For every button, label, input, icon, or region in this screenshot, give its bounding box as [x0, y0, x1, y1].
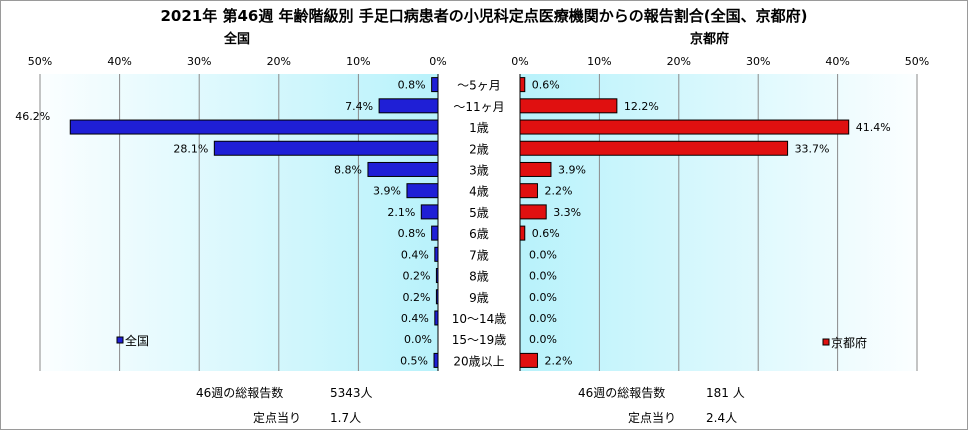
category-label: 10～14歳	[452, 312, 507, 326]
national-bar	[433, 352, 439, 368]
kyoto-bar	[519, 183, 538, 199]
national-data-label: 0.4%	[401, 248, 429, 261]
kyoto-bar	[519, 77, 526, 93]
kyoto-data-label: 41.4%	[856, 121, 891, 134]
kyoto-data-label: 3.9%	[558, 163, 586, 176]
category-label: 5歳	[469, 206, 489, 220]
category-label: 8歳	[469, 270, 489, 284]
national-data-label: 2.1%	[387, 206, 415, 219]
kyoto-data-label: 0.0%	[529, 270, 557, 283]
national-panel-title: 全国	[224, 32, 251, 47]
national-data-label: 0.8%	[398, 79, 426, 92]
kyoto-tick-label: 40%	[825, 55, 849, 68]
kyoto-legend-swatch	[822, 338, 830, 346]
national-data-label: 8.8%	[334, 163, 362, 176]
kyoto-bar	[519, 204, 547, 220]
kyoto-data-label: 0.6%	[532, 79, 560, 92]
kyoto-bar	[519, 352, 538, 368]
category-label: 20歳以上	[453, 354, 504, 368]
national-tick-label: 40%	[107, 55, 131, 68]
national-tick-label: 20%	[267, 55, 291, 68]
national-legend-swatch	[116, 336, 124, 344]
kyoto-data-label: 3.3%	[553, 206, 581, 219]
kyoto-data-label: 0.0%	[529, 248, 557, 261]
national-data-label: 3.9%	[373, 185, 401, 198]
national-bar	[367, 161, 439, 177]
kyoto-data-label: 0.6%	[532, 227, 560, 240]
kyoto-per-value: 2.4人	[706, 411, 738, 425]
national-bar	[420, 204, 439, 220]
kyoto-bar	[519, 119, 850, 135]
national-plot-area	[40, 74, 438, 371]
national-bar	[431, 225, 439, 241]
national-data-label: 0.2%	[402, 291, 430, 304]
kyoto-bar	[519, 161, 552, 177]
national-bar	[406, 183, 439, 199]
category-label: 1歳	[469, 121, 489, 135]
national-tick-label: 50%	[28, 55, 52, 68]
kyoto-data-label: 0.0%	[529, 312, 557, 325]
national-data-label: 28.1%	[173, 142, 208, 155]
kyoto-data-label: 2.2%	[544, 185, 572, 198]
national-bar	[69, 119, 439, 135]
national-tick-label: 30%	[187, 55, 211, 68]
kyoto-data-label: 0.0%	[529, 333, 557, 346]
chart-title: 2021年 第46週 年齢階級別 手足口病患者の小児科定点医療機関からの報告割合…	[160, 7, 808, 25]
category-label: ～11ヶ月	[453, 100, 504, 114]
kyoto-data-label: 12.2%	[624, 100, 659, 113]
national-tick-label: 10%	[346, 55, 370, 68]
kyoto-tick-label: 50%	[905, 55, 929, 68]
kyoto-bar	[519, 140, 789, 156]
category-label: 7歳	[469, 248, 489, 262]
national-bar	[431, 77, 439, 93]
national-data-label: 0.4%	[401, 312, 429, 325]
national-data-label: 0.5%	[400, 354, 428, 367]
national-bar	[213, 140, 439, 156]
kyoto-tick-label: 20%	[667, 55, 691, 68]
national-legend-label: 全国	[125, 333, 149, 348]
national-data-label: 0.0%	[404, 333, 432, 346]
category-label: 6歳	[469, 227, 489, 241]
category-label: 2歳	[469, 142, 489, 156]
kyoto-tick-label: 0%	[511, 55, 528, 68]
kyoto-bar	[519, 225, 526, 241]
kyoto-data-label: 33.7%	[795, 142, 830, 155]
kyoto-per-label: 定点当り	[628, 411, 677, 425]
category-label: 9歳	[469, 291, 489, 305]
category-label: 3歳	[469, 163, 489, 177]
kyoto-bar	[519, 98, 618, 114]
national-per-label: 定点当り	[253, 411, 302, 425]
category-label: 4歳	[469, 185, 489, 199]
national-data-label: 0.2%	[402, 270, 430, 283]
kyoto-plot-area	[520, 74, 917, 371]
national-data-label: 46.2%	[15, 110, 50, 123]
kyoto-panel-title: 京都府	[690, 32, 730, 47]
national-total-value: 5343人	[330, 386, 373, 400]
national-total-label: 46週の総報告数	[196, 386, 284, 400]
category-label: ～5ヶ月	[457, 79, 501, 93]
national-bar	[378, 98, 439, 114]
kyoto-total-label: 46週の総報告数	[578, 386, 666, 400]
category-label: 15～19歳	[452, 333, 507, 347]
kyoto-tick-label: 10%	[587, 55, 611, 68]
national-per-value: 1.7人	[330, 411, 362, 425]
kyoto-data-label: 2.2%	[544, 354, 572, 367]
national-tick-label: 0%	[429, 55, 446, 68]
national-data-label: 7.4%	[345, 100, 373, 113]
kyoto-tick-label: 30%	[746, 55, 770, 68]
kyoto-legend-label: 京都府	[831, 335, 867, 350]
kyoto-data-label: 0.0%	[529, 291, 557, 304]
kyoto-total-value: 181 人	[706, 386, 745, 400]
national-data-label: 0.8%	[398, 227, 426, 240]
